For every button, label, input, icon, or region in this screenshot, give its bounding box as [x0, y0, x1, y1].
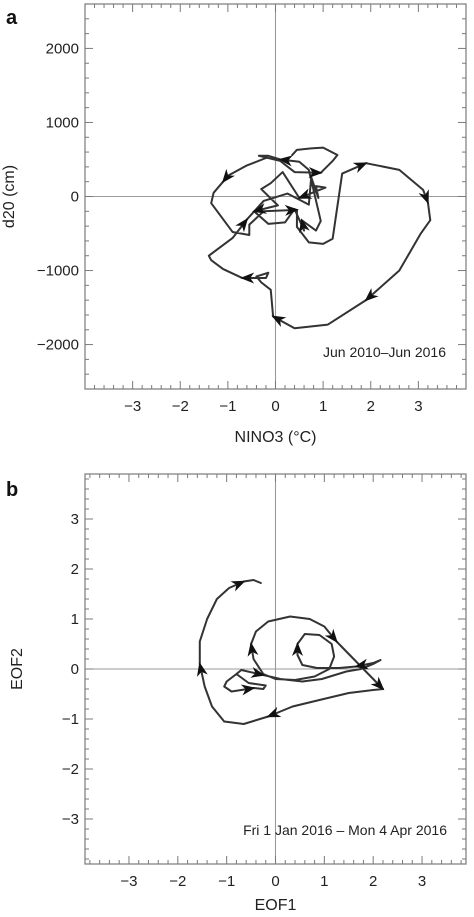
- direction-arrow: [221, 168, 235, 184]
- trajectory-line: [207, 146, 432, 330]
- direction-arrow: [364, 288, 379, 302]
- x-tick-label: 3: [418, 873, 426, 890]
- direction-arrow: [354, 658, 369, 670]
- x-tick-label: −3: [120, 873, 137, 890]
- direction-arrow: [235, 217, 249, 233]
- direction-arrow: [297, 188, 313, 199]
- date-range-annotation: Jun 2010–Jun 2016: [323, 344, 446, 360]
- x-tick-label: 0: [271, 873, 279, 890]
- y-tick-label: −1: [62, 711, 79, 728]
- direction-arrow: [196, 662, 208, 677]
- direction-arrow: [352, 162, 368, 174]
- direction-arrow: [299, 218, 310, 234]
- direction-arrow: [370, 676, 385, 691]
- panel-b: −3 −2 −1 0 1 2 3 −3 −2 −1 0 1 2 3 EOF1 EOF2 b Fri 1 Jan 2…: [6, 473, 467, 914]
- x-tick-label: −1: [219, 398, 236, 415]
- y-tick-label: −2: [62, 761, 79, 778]
- direction-arrow: [278, 155, 293, 167]
- y-tick-label: 2: [71, 561, 79, 578]
- x-tick-label: −1: [218, 873, 235, 890]
- direction-arrow: [240, 272, 255, 284]
- panel-a: −3 −2 −1 0 1 2 3 −2000 −1000 0 1000 2000 NINO3 (°C) d…: [1, 3, 467, 446]
- x-tick-label: 2: [367, 398, 375, 415]
- x-tick-label: −2: [172, 398, 189, 415]
- direction-arrow: [271, 315, 287, 328]
- direction-arrow: [291, 642, 303, 656]
- direction-arrow: [230, 580, 246, 592]
- y-tick-label: −1000: [37, 263, 79, 280]
- direction-arrow: [240, 684, 256, 696]
- y-tick-label: 1: [71, 611, 79, 628]
- y-tick-label: 0: [71, 189, 79, 206]
- direction-arrow: [308, 166, 323, 178]
- x-tick-label: −2: [169, 873, 186, 890]
- x-tick-label: 2: [369, 873, 377, 890]
- x-axis-title: EOF1: [255, 897, 297, 914]
- y-tick-label: −2000: [37, 337, 79, 354]
- direction-arrow: [252, 203, 268, 214]
- y-tick-label: 3: [71, 511, 79, 528]
- direction-arrow: [284, 204, 299, 216]
- y-tick-label: 1000: [46, 114, 79, 131]
- direction-arrow: [247, 642, 259, 657]
- x-tick-label: 0: [271, 398, 279, 415]
- trajectory-line: [198, 579, 384, 725]
- x-axis-title: NINO3 (°C): [235, 429, 317, 446]
- y-tick-label: 2000: [46, 40, 79, 57]
- date-range-annotation: Fri 1 Jan 2016 – Mon 4 Apr 2016: [243, 822, 447, 838]
- x-tick-label: 1: [320, 873, 328, 890]
- x-tick-label: −3: [124, 398, 141, 415]
- y-axis-title: d20 (cm): [1, 165, 18, 228]
- panel-letter: b: [6, 479, 18, 501]
- direction-arrow: [266, 706, 282, 718]
- y-tick-label: −3: [62, 811, 79, 828]
- direction-arrow: [418, 189, 429, 205]
- x-tick-label: 1: [319, 398, 327, 415]
- y-tick-label: 0: [71, 661, 79, 678]
- x-tick-label: 3: [414, 398, 422, 415]
- direction-arrow: [324, 628, 338, 644]
- panel-letter: a: [6, 7, 18, 29]
- direction-arrow: [250, 666, 266, 678]
- y-axis-title: EOF2: [9, 648, 26, 690]
